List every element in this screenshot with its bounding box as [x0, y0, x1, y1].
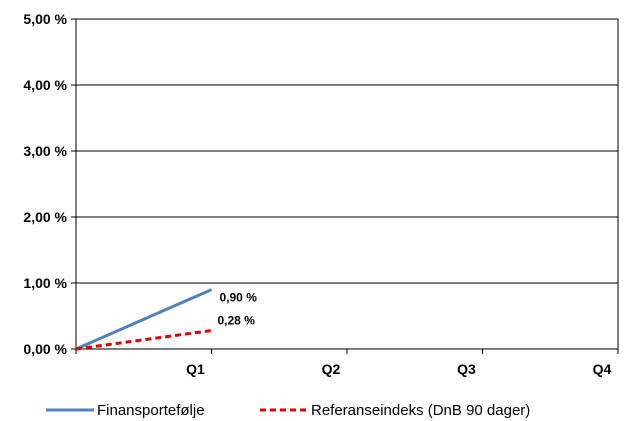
- y-tick-label: 5,00 %: [23, 11, 67, 27]
- x-tick-label: Q4: [593, 361, 612, 377]
- y-tick-label: 3,00 %: [23, 143, 67, 159]
- x-tick-label: Q1: [186, 361, 205, 377]
- series-lines: [75, 288, 213, 351]
- data-label: 0,90 %: [220, 291, 258, 305]
- x-axis-tick-labels: Q1 Q2 Q3 Q4: [186, 361, 611, 377]
- y-tick-label: 4,00 %: [23, 77, 67, 93]
- y-axis-tick-labels: 0,00 % 1,00 % 2,00 % 3,00 % 4,00 % 5,00 %: [23, 11, 67, 357]
- data-labels: 0,90 % 0,28 %: [218, 291, 258, 328]
- data-label: 0,28 %: [218, 314, 256, 328]
- x-tick-label: Q2: [322, 361, 341, 377]
- y-tick-label: 0,00 %: [23, 341, 67, 357]
- x-tick-label: Q3: [457, 361, 476, 377]
- y-tick-label: 1,00 %: [23, 275, 67, 291]
- legend-label: Finansportefølje: [97, 402, 205, 419]
- series-line-2: [75, 329, 212, 351]
- series-line-1: [75, 288, 213, 351]
- y-tick-label: 2,00 %: [23, 209, 67, 225]
- legend-label: Referanseindeks (DnB 90 dager): [311, 402, 530, 419]
- gridlines: [71, 18, 619, 354]
- legend: Finansportefølje Referanseindeks (DnB 90 …: [46, 402, 530, 419]
